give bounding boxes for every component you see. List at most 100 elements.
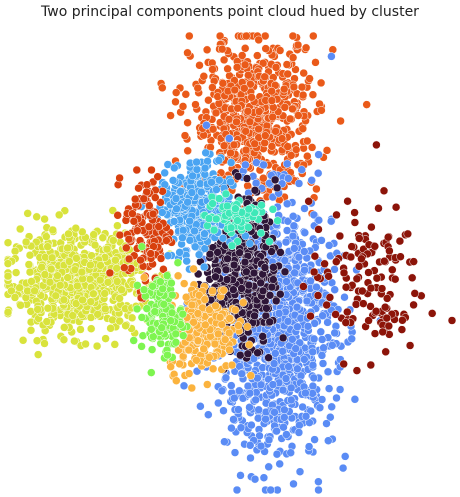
scatter-point (219, 406, 228, 415)
scatter-point (167, 278, 176, 288)
scatter-point (40, 270, 50, 279)
scatter-point (132, 165, 142, 175)
scatter-point (171, 88, 181, 97)
scatter-point (195, 61, 204, 70)
scatter-point (214, 156, 224, 165)
scatter-point (231, 204, 240, 213)
scatter-point (260, 263, 270, 272)
scatter-point (405, 341, 415, 350)
scatter-point (180, 131, 190, 140)
scatter-point (273, 216, 282, 225)
scatter-point (374, 204, 383, 213)
scatter-point (110, 340, 120, 349)
scatter-point (156, 277, 165, 286)
scatter-point (281, 374, 291, 383)
scatter-point (214, 329, 223, 339)
scatter-point (187, 300, 197, 310)
scatter-point (290, 244, 299, 253)
scatter-point (325, 293, 335, 302)
scatter-point (130, 194, 140, 204)
scatter-point (385, 246, 394, 256)
scatter-point (223, 201, 232, 211)
scatter-point (217, 44, 227, 54)
scatter-point (200, 244, 210, 253)
scatter-point (144, 222, 154, 232)
scatter-point (304, 197, 313, 206)
scatter-point (226, 223, 236, 233)
scatter-point (208, 124, 218, 134)
scatter-point (280, 256, 290, 265)
scatter-point (200, 163, 210, 173)
scatter-point (178, 233, 187, 243)
scatter-point (89, 230, 98, 239)
scatter-point (258, 332, 267, 341)
scatter-point (33, 305, 42, 314)
scatter-point (183, 197, 192, 207)
scatter-point (117, 285, 126, 294)
scatter-point (26, 326, 36, 335)
scatter-point (308, 389, 317, 398)
scatter-point (101, 334, 110, 343)
scatter-point (201, 320, 210, 330)
scatter-point (133, 226, 142, 235)
scatter-point (71, 223, 81, 233)
scatter-point (199, 262, 209, 272)
scatter-point (222, 275, 232, 284)
scatter-point (289, 479, 298, 489)
scatter-point (127, 313, 137, 323)
scatter-point (317, 236, 326, 245)
scatter-point (312, 184, 321, 194)
scatter-point (282, 277, 291, 286)
scatter-point (232, 63, 242, 72)
scatter-point (280, 405, 289, 415)
scatter-point (322, 146, 332, 155)
scatter-point (243, 381, 253, 391)
scatter-point (3, 307, 13, 317)
scatter-point (158, 284, 167, 294)
scatter-point (265, 237, 274, 246)
scatter-point (261, 414, 270, 424)
scatter-point (225, 314, 234, 323)
scatter-point (266, 485, 275, 495)
scatter-point (370, 329, 380, 338)
scatter-point (312, 282, 321, 292)
scatter-point (86, 260, 95, 270)
scatter-point (330, 328, 339, 338)
scatter-point (160, 168, 169, 178)
scatter-point (187, 188, 197, 197)
scatter-point (100, 304, 110, 314)
scatter-point (256, 228, 266, 238)
scatter-point (95, 275, 105, 285)
scatter-point (275, 46, 285, 55)
scatter-point (221, 189, 231, 199)
scatter-point (282, 159, 292, 169)
scatter-point (227, 381, 236, 390)
scatter-point (298, 402, 307, 412)
scatter-point (183, 118, 192, 127)
scatter-point (276, 248, 285, 257)
scatter-point (175, 248, 184, 257)
scatter-point (295, 467, 305, 476)
scatter-point (219, 286, 228, 295)
scatter-point (230, 393, 239, 403)
scatter-point (171, 338, 181, 347)
scatter-point (242, 31, 251, 41)
scatter-point (210, 339, 220, 349)
scatter-point (151, 193, 160, 202)
scatter-point (30, 286, 39, 296)
scatter-point (299, 68, 308, 78)
scatter-point (240, 44, 250, 53)
scatter-point (267, 282, 277, 292)
scatter-point (214, 398, 223, 408)
scatter-point (306, 311, 315, 321)
scatter-point (261, 44, 270, 53)
scatter-point (317, 351, 327, 360)
scatter-point (147, 165, 156, 175)
scatter-point (242, 174, 252, 183)
scatter-point (317, 106, 326, 115)
scatter-point (409, 300, 418, 310)
scatter-point (391, 202, 401, 212)
scatter-point (166, 362, 175, 371)
scatter-point (309, 334, 319, 344)
scatter-point (313, 168, 323, 178)
